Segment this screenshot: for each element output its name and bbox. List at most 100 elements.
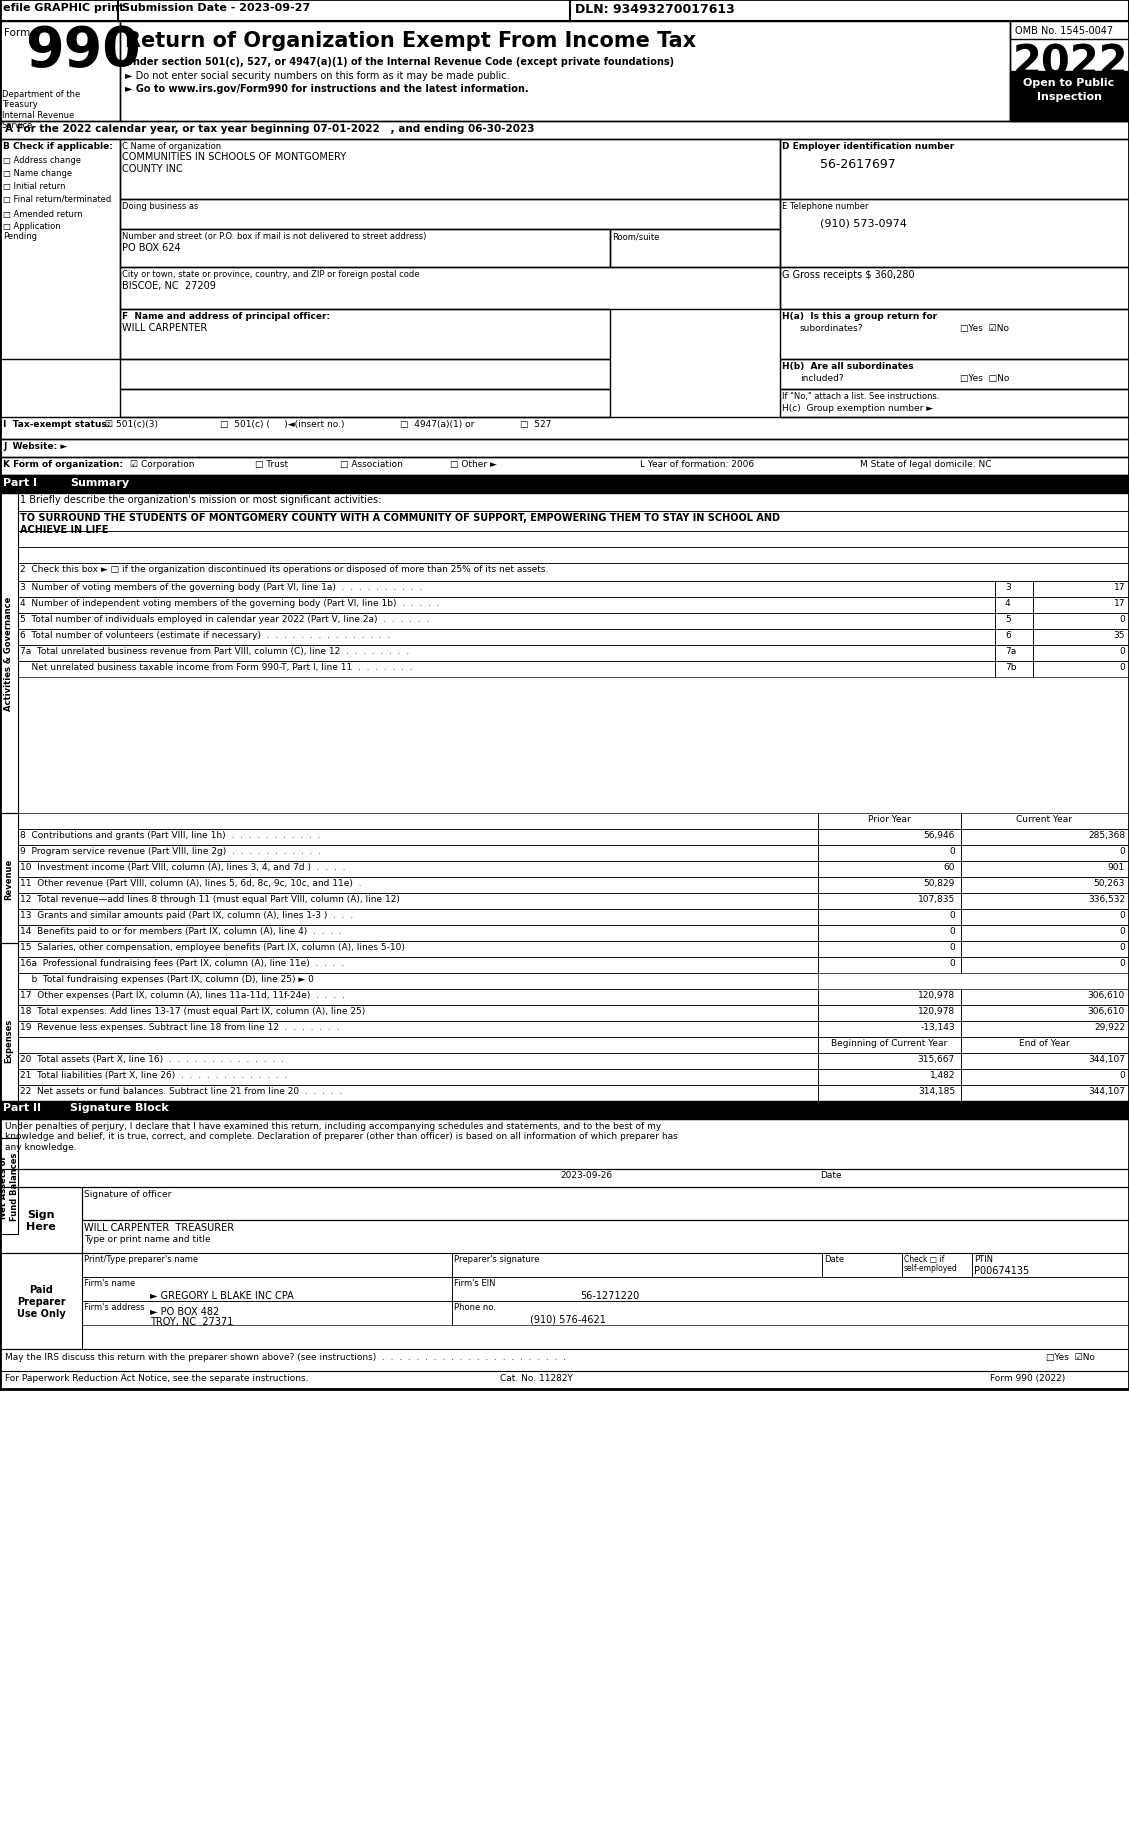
Text: 285,368: 285,368 — [1088, 831, 1124, 840]
Text: 1 Briefly describe the organization's mission or most significant activities:: 1 Briefly describe the organization's mi… — [20, 494, 382, 505]
Text: 0: 0 — [949, 911, 955, 919]
Bar — [18, 662, 995, 677]
Text: H(b)  Are all subordinates: H(b) Are all subordinates — [782, 362, 913, 371]
Text: G Gross receipts $ 360,280: G Gross receipts $ 360,280 — [782, 269, 914, 280]
Bar — [452, 1301, 1129, 1325]
Bar — [961, 957, 1129, 974]
Text: 18  Total expenses. Add lines 13-17 (must equal Part IX, column (A), line 25): 18 Total expenses. Add lines 13-17 (must… — [20, 1007, 366, 1016]
Text: For Paperwork Reduction Act Notice, see the separate instructions.: For Paperwork Reduction Act Notice, see … — [5, 1372, 308, 1382]
Text: Department of the
Treasury
Internal Revenue
Service: Department of the Treasury Internal Reve… — [2, 90, 80, 130]
Bar — [995, 646, 1033, 662]
Bar — [961, 814, 1129, 829]
Bar — [780, 199, 1129, 267]
Text: (910) 573-0974: (910) 573-0974 — [820, 218, 907, 229]
Text: D Employer identification number: D Employer identification number — [782, 143, 954, 150]
Text: 19  Revenue less expenses. Subtract line 18 from line 12  .  .  .  .  .  .  .: 19 Revenue less expenses. Subtract line … — [20, 1023, 340, 1032]
Text: ► Do not enter social security numbers on this form as it may be made public.: ► Do not enter social security numbers o… — [125, 71, 509, 81]
Text: Check □ if: Check □ if — [904, 1254, 944, 1263]
Text: 35: 35 — [1113, 631, 1124, 640]
Text: 9  Program service revenue (Part VIII, line 2g)  .  .  .  .  .  .  .  .  .  .  .: 9 Program service revenue (Part VIII, li… — [20, 847, 321, 856]
Bar — [0, 439, 1129, 458]
Bar — [0, 1102, 1129, 1120]
Text: Activities & Governance: Activities & Governance — [5, 597, 14, 710]
Text: WILL CARPENTER: WILL CARPENTER — [122, 322, 208, 333]
Bar — [961, 893, 1129, 910]
Bar — [995, 630, 1033, 646]
Text: ☑ Corporation: ☑ Corporation — [130, 459, 194, 468]
Bar — [1010, 71, 1129, 123]
Text: □Yes  ☑No: □Yes ☑No — [1045, 1352, 1095, 1362]
Text: 306,610: 306,610 — [1087, 990, 1124, 999]
Text: 5: 5 — [1005, 615, 1010, 624]
Text: subordinates?: subordinates? — [800, 324, 864, 333]
Text: Sign
Here: Sign Here — [26, 1210, 55, 1232]
Text: 60: 60 — [944, 862, 955, 871]
Text: F  Name and address of principal officer:: F Name and address of principal officer: — [122, 311, 330, 320]
Text: Part II: Part II — [3, 1102, 41, 1113]
Bar — [819, 910, 961, 926]
Text: Summary: Summary — [70, 478, 129, 489]
Bar — [18, 910, 819, 926]
Text: □ Other ►: □ Other ► — [450, 459, 497, 468]
Bar — [82, 1301, 452, 1325]
Bar — [120, 390, 610, 417]
Bar — [0, 1371, 1129, 1389]
Text: 17  Other expenses (Part IX, column (A), lines 11a-11d, 11f-24e)  .  .  .  .: 17 Other expenses (Part IX, column (A), … — [20, 990, 344, 999]
Bar — [972, 1254, 1129, 1277]
Text: 56-1271220: 56-1271220 — [580, 1290, 639, 1301]
Bar — [120, 309, 610, 361]
Bar — [902, 1254, 972, 1277]
Bar — [0, 22, 120, 123]
Text: b  Total fundraising expenses (Part IX, column (D), line 25) ► 0: b Total fundraising expenses (Part IX, c… — [20, 974, 314, 983]
Text: 0: 0 — [949, 847, 955, 856]
Bar — [0, 1349, 1129, 1371]
Bar — [819, 941, 961, 957]
Text: Open to Public: Open to Public — [1023, 79, 1114, 88]
Bar — [961, 878, 1129, 893]
Bar — [1033, 630, 1129, 646]
Bar — [819, 845, 961, 862]
Bar — [452, 1254, 822, 1277]
Text: □ Amended return: □ Amended return — [3, 210, 82, 220]
Text: Form 990 (2022): Form 990 (2022) — [990, 1372, 1066, 1382]
Text: 20  Total assets (Part X, line 16)  .  .  .  .  .  .  .  .  .  .  .  .  .  .: 20 Total assets (Part X, line 16) . . . … — [20, 1054, 283, 1063]
Bar — [18, 878, 819, 893]
Text: ► PO BOX 482: ► PO BOX 482 — [150, 1307, 219, 1316]
Bar — [961, 941, 1129, 957]
Bar — [0, 494, 18, 814]
Text: Phone no.: Phone no. — [454, 1303, 496, 1312]
Bar — [961, 862, 1129, 878]
Text: Inspection: Inspection — [1036, 92, 1102, 102]
Text: PTIN: PTIN — [974, 1254, 994, 1263]
Bar — [0, 1138, 18, 1233]
Text: ► Go to www.irs.gov/Form990 for instructions and the latest information.: ► Go to www.irs.gov/Form990 for instruct… — [125, 84, 528, 93]
Text: A For the 2022 calendar year, or tax year beginning 07-01-2022   , and ending 06: A For the 2022 calendar year, or tax yea… — [5, 124, 534, 134]
Text: Firm's address: Firm's address — [84, 1303, 145, 1312]
Bar — [819, 829, 961, 845]
Text: 29,922: 29,922 — [1094, 1023, 1124, 1032]
Bar — [18, 630, 995, 646]
Bar — [18, 646, 995, 662]
Bar — [452, 1277, 1129, 1301]
Text: self-employed: self-employed — [904, 1263, 957, 1272]
Text: □ Initial return: □ Initial return — [3, 181, 65, 190]
Bar — [819, 990, 961, 1005]
Bar — [18, 547, 1129, 564]
Text: 0: 0 — [1119, 926, 1124, 935]
Bar — [961, 926, 1129, 941]
Bar — [120, 199, 780, 231]
Text: Under section 501(c), 527, or 4947(a)(1) of the Internal Revenue Code (except pr: Under section 501(c), 527, or 4947(a)(1)… — [125, 57, 674, 68]
Text: □ Application
Pending: □ Application Pending — [3, 221, 61, 242]
Bar — [18, 598, 995, 613]
Bar — [82, 1277, 452, 1301]
Text: Date: Date — [824, 1254, 844, 1263]
Text: -13,143: -13,143 — [920, 1023, 955, 1032]
Text: 22  Net assets or fund balances. Subtract line 21 from line 20  .  .  .  .  .: 22 Net assets or fund balances. Subtract… — [20, 1087, 342, 1096]
Bar — [819, 926, 961, 941]
Bar — [1033, 582, 1129, 598]
Text: 11  Other revenue (Part VIII, column (A), lines 5, 6d, 8c, 9c, 10c, and 11e)  .: 11 Other revenue (Part VIII, column (A),… — [20, 878, 361, 888]
Text: Print/Type preparer's name: Print/Type preparer's name — [84, 1254, 198, 1263]
Text: Prior Year: Prior Year — [867, 814, 910, 824]
Bar — [120, 267, 780, 309]
Text: 344,107: 344,107 — [1088, 1087, 1124, 1096]
